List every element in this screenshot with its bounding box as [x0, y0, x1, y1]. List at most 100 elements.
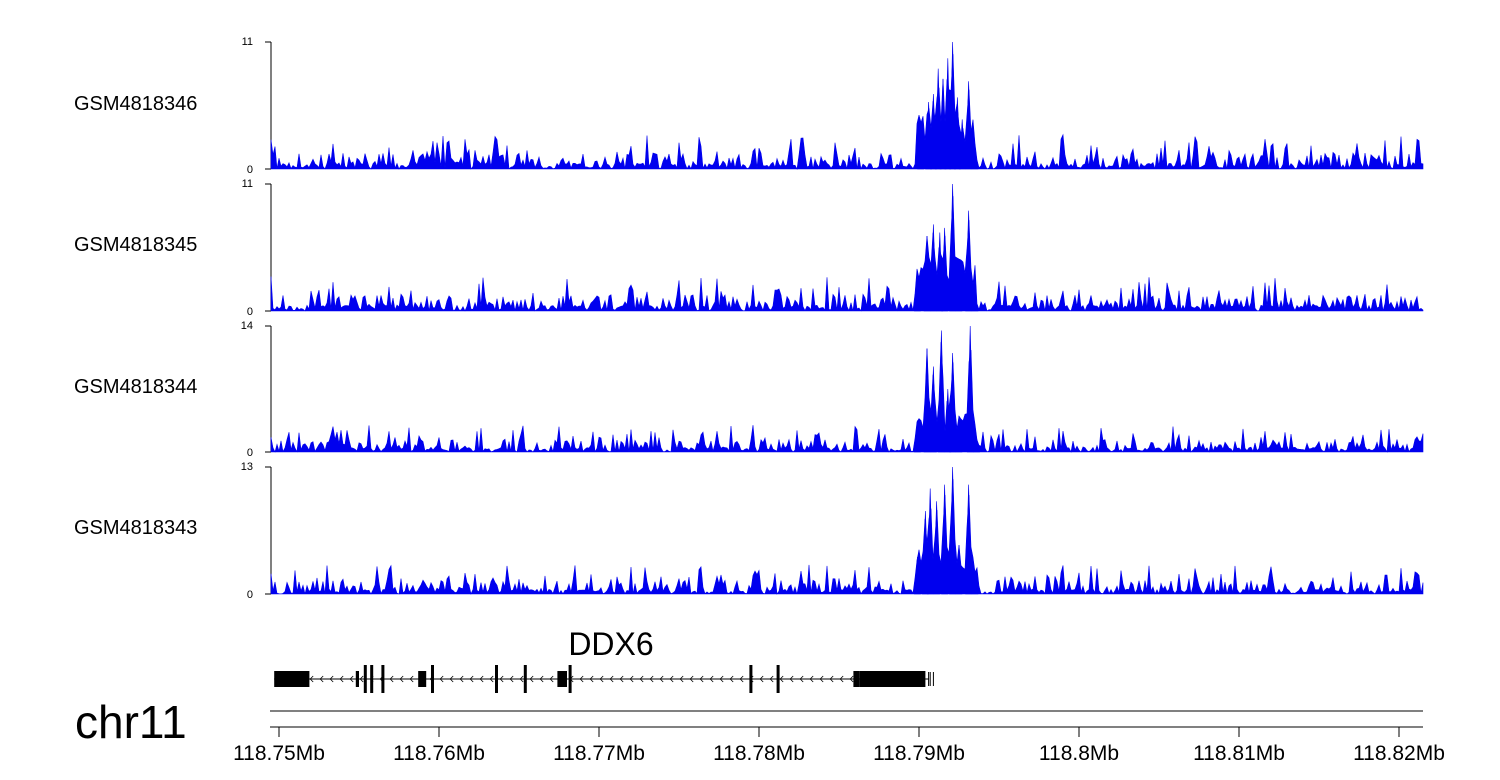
signal-peak [944, 58, 952, 170]
gene-exon [523, 665, 527, 693]
signal-peak [971, 151, 979, 170]
strand-chevron [499, 675, 504, 683]
signal-area [270, 196, 1424, 312]
strand-chevron [739, 675, 744, 683]
signal-peak [966, 325, 974, 453]
genome-tick-label: 118.75Mb [233, 742, 325, 765]
strand-chevron [819, 675, 824, 683]
signal-peak [917, 120, 924, 170]
track-ymax-label: 14 [241, 320, 253, 332]
signal-peak [925, 101, 932, 170]
signal-peak [955, 415, 963, 453]
strand-chevron [579, 675, 584, 683]
gene-model [274, 665, 934, 693]
signal-peak [973, 438, 980, 453]
track-ymin-label: 0 [247, 306, 253, 318]
strand-chevron [709, 675, 714, 683]
track-GSM4818344: GSM4818344 14 0 [74, 320, 1424, 459]
genome-tick-label: 118.77Mb [553, 742, 645, 765]
strand-chevron [839, 675, 844, 683]
strand-chevron [329, 675, 334, 683]
strand-chevron [309, 675, 314, 683]
strand-chevron [669, 675, 674, 683]
signal-peak [971, 297, 979, 312]
signal-peak [914, 556, 921, 595]
signal-peak [965, 210, 972, 312]
strand-chevron [359, 675, 364, 683]
genome-tick-label: 118.8Mb [1039, 742, 1119, 765]
strand-chevron [609, 675, 614, 683]
strand-chevron [589, 675, 594, 683]
signal-peak [923, 348, 931, 453]
strand-chevron [679, 675, 684, 683]
genome-axis: chr11 118.75Mb 118.76Mb 118.77Mb 118.78Mb 11… [75, 696, 1445, 765]
signal-peak [949, 183, 956, 312]
genome-tick-label: 118.79Mb [873, 742, 965, 765]
signal-peak [971, 579, 979, 595]
track-label: GSM4818343 [74, 517, 197, 539]
signal-peak [965, 484, 972, 595]
signal-peak [965, 81, 972, 170]
signal-peak [958, 119, 966, 170]
strand-chevron [809, 675, 814, 683]
signal-peak [949, 352, 956, 453]
gene-exon [418, 671, 427, 687]
gene-exon [431, 665, 434, 693]
signal-peak [923, 235, 931, 312]
gene-exon [557, 671, 567, 687]
signal-peak [926, 488, 934, 595]
strand-chevron [829, 675, 834, 683]
strand-chevron [479, 675, 484, 683]
track-label: GSM4818346 [74, 93, 197, 115]
strand-chevron [539, 675, 544, 683]
strand-chevron [339, 675, 344, 683]
gene-exon [381, 665, 385, 693]
strand-chevron [779, 675, 784, 683]
strand-chevron [699, 675, 704, 683]
gene-exon [355, 671, 359, 687]
strand-chevron [519, 675, 524, 683]
track-ymin-label: 0 [247, 589, 253, 601]
strand-chevron [689, 675, 694, 683]
strand-chevron [399, 675, 404, 683]
track-ymax-label: 11 [242, 178, 253, 190]
strand-chevron [459, 675, 464, 683]
track-ymin-label: 0 [247, 164, 253, 176]
gene-exon [363, 665, 367, 693]
signal-peak [949, 466, 956, 595]
gene-name-label: DDX6 [568, 626, 653, 662]
strand-chevron [449, 675, 454, 683]
chromosome-label: chr11 [75, 696, 187, 748]
signal-tracks: GSM4818346110GSM4818345110GSM4818344140G… [74, 36, 1424, 601]
genome-tick-label: 118.76Mb [393, 742, 485, 765]
strand-chevron [469, 675, 474, 683]
signal-peak [941, 227, 948, 312]
signal-peak [914, 270, 921, 312]
gene-exon [274, 671, 310, 687]
signal-peak [939, 78, 947, 170]
track-ymin-label: 0 [247, 447, 253, 459]
gene-track: DDX6 [274, 626, 934, 693]
signal-peak [938, 330, 945, 453]
signal-area [270, 54, 1424, 170]
track-ymax-label: 13 [241, 461, 253, 473]
strand-chevron [319, 675, 324, 683]
strand-chevron [729, 675, 734, 683]
signal-peak [954, 97, 961, 170]
genome-tick-label: 118.78Mb [713, 742, 805, 765]
strand-chevron [409, 675, 414, 683]
signal-peak [944, 388, 952, 453]
strand-chevron [629, 675, 634, 683]
gene-exon [853, 671, 860, 687]
gene-exon [749, 665, 753, 693]
strand-chevron [769, 675, 774, 683]
strand-chevron [799, 675, 804, 683]
strand-chevron [719, 675, 724, 683]
signal-peak [930, 93, 937, 170]
strand-chevron [439, 675, 444, 683]
signal-area [270, 479, 1424, 595]
signal-peak [930, 224, 937, 312]
signal-area [270, 342, 1424, 453]
signal-peak [930, 366, 937, 453]
